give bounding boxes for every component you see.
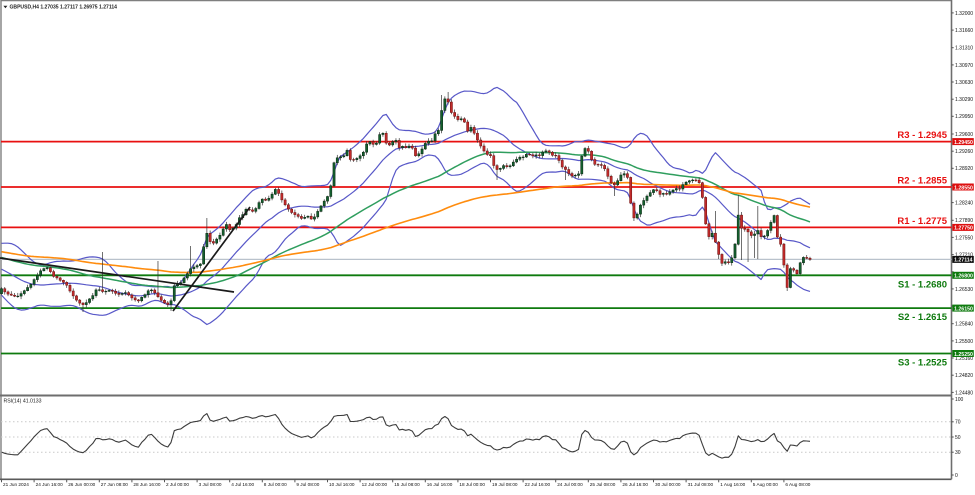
svg-text:1.28550: 1.28550 bbox=[954, 185, 973, 191]
svg-text:16 Jul 16:00: 16 Jul 16:00 bbox=[427, 482, 453, 487]
svg-text:19 Jul 08:00: 19 Jul 08:00 bbox=[492, 482, 518, 487]
svg-text:GBPUSD,H4 1.27035 1.27117 1.2: GBPUSD,H4 1.27035 1.27117 1.26975 1.2711… bbox=[10, 5, 118, 11]
svg-text:15 Jul 08:00: 15 Jul 08:00 bbox=[394, 482, 420, 487]
svg-text:1.28240: 1.28240 bbox=[955, 201, 973, 207]
svg-text:1.30970: 1.30970 bbox=[955, 63, 973, 69]
svg-text:2 Jul 00:00: 2 Jul 00:00 bbox=[166, 482, 189, 487]
svg-text:8 Jul 00:00: 8 Jul 00:00 bbox=[264, 482, 287, 487]
svg-text:4 Jul 16:00: 4 Jul 16:00 bbox=[231, 482, 254, 487]
svg-text:1.28920: 1.28920 bbox=[955, 166, 973, 172]
svg-text:3 Jul 08:00: 3 Jul 08:00 bbox=[199, 482, 222, 487]
svg-text:27 Jun 08:00: 27 Jun 08:00 bbox=[101, 482, 128, 487]
svg-text:1.32000: 1.32000 bbox=[955, 11, 973, 17]
svg-text:31 Jul 08:00: 31 Jul 08:00 bbox=[688, 482, 714, 487]
svg-text:5 Aug 00:00: 5 Aug 00:00 bbox=[753, 482, 778, 487]
svg-text:100: 100 bbox=[955, 397, 964, 403]
svg-text:1.24820: 1.24820 bbox=[955, 373, 973, 379]
svg-text:0: 0 bbox=[955, 473, 958, 479]
svg-text:1.27210: 1.27210 bbox=[955, 253, 973, 259]
svg-text:R2 - 1.2855: R2 - 1.2855 bbox=[897, 176, 947, 187]
svg-text:1.26150: 1.26150 bbox=[954, 306, 973, 312]
svg-text:26 Jul 16:00: 26 Jul 16:00 bbox=[622, 482, 648, 487]
svg-text:1.24480: 1.24480 bbox=[955, 390, 973, 396]
svg-text:30: 30 bbox=[955, 450, 961, 456]
svg-text:1.26800: 1.26800 bbox=[954, 274, 973, 280]
svg-text:25 Jul 08:00: 25 Jul 08:00 bbox=[590, 482, 616, 487]
svg-text:26 Jun 00:00: 26 Jun 00:00 bbox=[68, 482, 95, 487]
svg-text:1.27750: 1.27750 bbox=[954, 226, 973, 232]
svg-text:1.30630: 1.30630 bbox=[955, 80, 973, 86]
svg-text:1.29600: 1.29600 bbox=[955, 132, 973, 138]
svg-text:R3 - 1.2945: R3 - 1.2945 bbox=[897, 130, 947, 141]
svg-text:R1 - 1.2775: R1 - 1.2775 bbox=[897, 216, 947, 227]
svg-text:10 Jul 16:00: 10 Jul 16:00 bbox=[329, 482, 355, 487]
svg-text:RSI(14) 41.0133: RSI(14) 41.0133 bbox=[4, 399, 42, 405]
svg-text:21 Jun 2024: 21 Jun 2024 bbox=[3, 482, 29, 487]
svg-text:1.25500: 1.25500 bbox=[955, 339, 973, 345]
svg-text:24 Jul 00:00: 24 Jul 00:00 bbox=[557, 482, 583, 487]
svg-text:1.30290: 1.30290 bbox=[955, 97, 973, 103]
svg-text:9 Jul 08:00: 9 Jul 08:00 bbox=[296, 482, 319, 487]
svg-text:30 Jul 00:00: 30 Jul 00:00 bbox=[655, 482, 681, 487]
svg-text:S3 - 1.2525: S3 - 1.2525 bbox=[898, 358, 948, 369]
svg-text:1 Aug 16:00: 1 Aug 16:00 bbox=[720, 482, 745, 487]
svg-text:1.29450: 1.29450 bbox=[954, 140, 973, 146]
svg-text:1.31310: 1.31310 bbox=[955, 46, 973, 52]
svg-text:6 Aug 08:00: 6 Aug 08:00 bbox=[785, 482, 810, 487]
svg-text:1.25160: 1.25160 bbox=[955, 356, 973, 362]
svg-text:1.26530: 1.26530 bbox=[955, 287, 973, 293]
svg-text:28 Jun 16:00: 28 Jun 16:00 bbox=[133, 482, 160, 487]
svg-text:S1 - 1.2680: S1 - 1.2680 bbox=[898, 279, 947, 290]
svg-text:1.25840: 1.25840 bbox=[955, 322, 973, 328]
svg-text:12 Jul 00:00: 12 Jul 00:00 bbox=[362, 482, 388, 487]
svg-text:1.27550: 1.27550 bbox=[955, 235, 973, 241]
svg-text:1.25250: 1.25250 bbox=[954, 352, 973, 358]
svg-text:S2 - 1.2615: S2 - 1.2615 bbox=[898, 312, 948, 323]
svg-text:1.31660: 1.31660 bbox=[955, 28, 973, 34]
svg-text:1.27890: 1.27890 bbox=[955, 218, 973, 224]
svg-text:18 Jul 00:00: 18 Jul 00:00 bbox=[459, 482, 485, 487]
svg-text:1.29260: 1.29260 bbox=[955, 149, 973, 155]
svg-text:24 Jun 16:00: 24 Jun 16:00 bbox=[36, 482, 63, 487]
svg-text:1.29950: 1.29950 bbox=[955, 114, 973, 120]
svg-text:1.27114: 1.27114 bbox=[954, 258, 973, 264]
svg-text:50: 50 bbox=[955, 435, 961, 441]
svg-text:22 Jul 16:00: 22 Jul 16:00 bbox=[525, 482, 551, 487]
svg-text:70: 70 bbox=[955, 420, 961, 426]
